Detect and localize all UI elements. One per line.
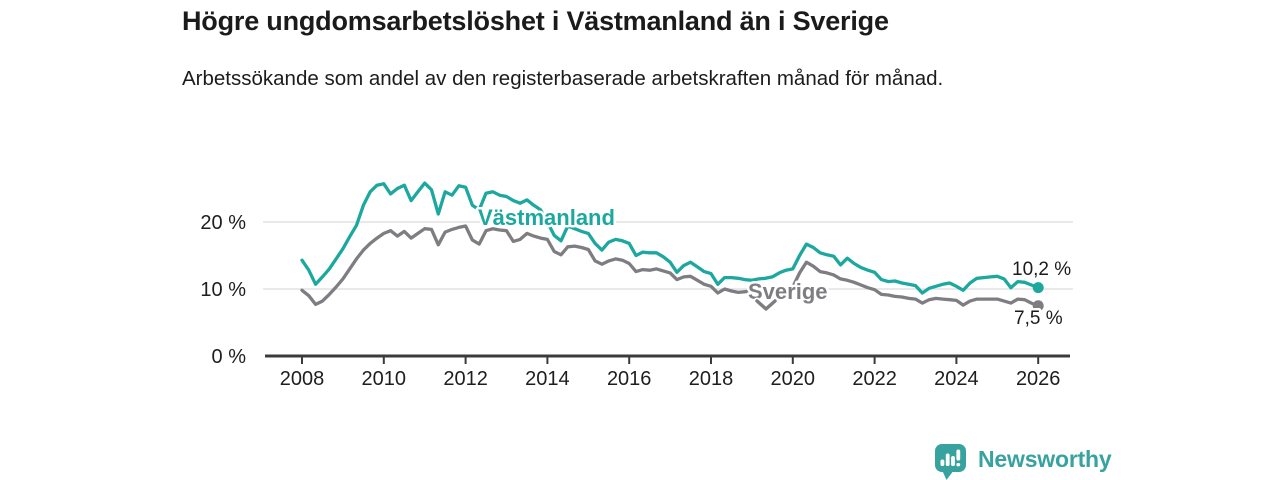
brand-name: Newsworthy bbox=[978, 446, 1112, 472]
x-axis-tick-label: 2022 bbox=[852, 368, 897, 390]
gridlines bbox=[263, 221, 1073, 290]
x-axis-labels: 2008 2010 2012 2014 2016 2018 2020 2022 2024 2026 bbox=[280, 368, 1061, 390]
page-title: Högre ungdomsarbetslöshet i Västmanland … bbox=[182, 6, 889, 36]
x-axis-tick-label: 2018 bbox=[689, 368, 734, 390]
page-subtitle: Arbetssökande som andel av den registerb… bbox=[182, 67, 944, 90]
x-axis-tick-label: 2024 bbox=[934, 368, 979, 390]
end-value-label-vastmanland: 10,2 % bbox=[1012, 259, 1071, 280]
x-axis-tick-label: 2012 bbox=[443, 368, 488, 390]
y-axis-tick-label: 0 % bbox=[212, 346, 247, 368]
series-label-vastmanland: Västmanland bbox=[478, 205, 615, 230]
y-axis-tick-label: 10 % bbox=[200, 279, 246, 301]
series-line-sverige bbox=[300, 224, 1040, 308]
x-axis-tick-label: 2026 bbox=[1016, 368, 1061, 390]
newsworthy-brand: Newsworthy bbox=[934, 443, 1112, 480]
series-line-vstmanland bbox=[300, 181, 1040, 295]
end-value-label-sverige: 7,5 % bbox=[1014, 308, 1063, 329]
newsworthy-logo-icon bbox=[935, 444, 966, 480]
y-axis-tick-label: 20 % bbox=[200, 212, 246, 234]
x-axis-tick-label: 2008 bbox=[280, 368, 325, 390]
y-axis-labels: 0 % 10 % 20 % bbox=[200, 212, 246, 368]
x-axis-tick-label: 2014 bbox=[525, 368, 570, 390]
series-end-dot-sverige bbox=[1032, 300, 1044, 312]
x-axis-tick-label: 2016 bbox=[607, 368, 652, 390]
x-axis bbox=[265, 354, 1070, 364]
x-axis-tick-label: 2010 bbox=[362, 368, 407, 390]
sverige-pointer-chevron-icon bbox=[755, 299, 777, 311]
series-end-dots bbox=[1032, 282, 1044, 312]
series-lines bbox=[300, 181, 1040, 308]
x-axis-tick-label: 2020 bbox=[771, 368, 816, 390]
series-end-dot-vstmanland bbox=[1032, 282, 1044, 294]
